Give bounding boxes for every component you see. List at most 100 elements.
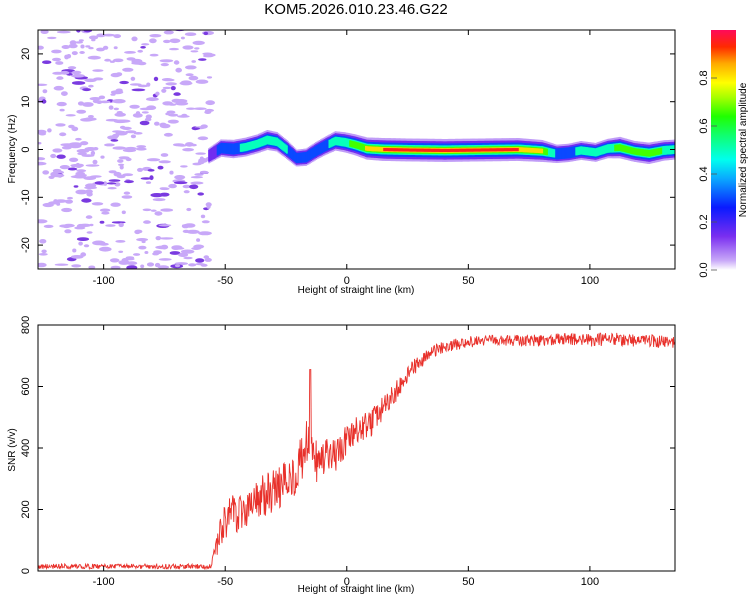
ridge-cell — [390, 148, 393, 152]
ridge-cell — [284, 144, 287, 153]
noise-speckle — [47, 128, 52, 133]
noise-speckle — [159, 237, 174, 240]
ridge-cell — [649, 149, 652, 157]
ridge-cell — [427, 148, 429, 152]
noise-speckle — [99, 100, 111, 104]
noise-speckle — [169, 170, 174, 175]
ridge-cell — [264, 136, 266, 146]
ridge-cell — [485, 148, 488, 152]
noise-speckle — [105, 118, 119, 122]
noise-speckle — [168, 113, 179, 117]
ridge-cell — [658, 148, 660, 155]
x-tick-label: -100 — [93, 576, 115, 588]
ridge-cell — [619, 144, 621, 151]
ridge-cell — [348, 138, 350, 148]
noise-speckle — [157, 165, 164, 170]
noise-speckle — [101, 211, 110, 215]
ridge-cell — [354, 141, 356, 148]
ridge-cell — [365, 145, 367, 151]
noise-speckle — [190, 50, 199, 53]
noise-speckle — [69, 157, 79, 162]
noise-speckle — [60, 143, 75, 147]
noise-speckle — [100, 155, 105, 159]
ridge-cell — [328, 139, 331, 148]
ridge-cell — [653, 149, 655, 156]
snr-x-ticks: -100 -50 0 50 100 — [93, 325, 599, 588]
ridge-cell — [307, 150, 310, 161]
noise-speckle — [183, 256, 193, 260]
noise-speckle — [59, 108, 65, 112]
noise-speckle — [116, 111, 123, 114]
ridge-cell — [329, 139, 332, 148]
noise-speckle — [64, 54, 69, 60]
ridge-cell — [422, 148, 424, 152]
ridge-cell — [501, 148, 503, 152]
ridge-cell — [401, 148, 404, 152]
ridge-cell — [368, 146, 371, 151]
noise-speckle — [114, 112, 126, 117]
ridge-cell — [338, 137, 341, 146]
colorbar-tick-label: 0.0 — [698, 262, 710, 277]
ridge-cell — [659, 148, 661, 155]
noise-speckle — [155, 91, 160, 96]
noise-speckle — [117, 119, 131, 123]
noise-speckle — [199, 170, 209, 174]
ridge-cell — [458, 148, 461, 152]
ridge-cell — [565, 147, 568, 159]
y-tick-label: -20 — [20, 237, 32, 253]
noise-speckle — [38, 161, 47, 166]
ridge-cell — [265, 136, 268, 145]
noise-speckle — [104, 58, 111, 62]
ridge-cell — [582, 146, 585, 155]
ridge-cell — [609, 144, 612, 153]
ridge-cell — [261, 137, 264, 147]
ridge-cell — [259, 138, 261, 147]
ridge-cell — [273, 137, 276, 146]
noise-speckle — [137, 61, 147, 66]
noise-speckle — [150, 209, 157, 212]
noise-speckle — [78, 241, 83, 246]
ridge-cell — [547, 147, 550, 157]
noise-speckle — [89, 97, 102, 101]
ridge-cell — [323, 140, 326, 152]
noise-speckle — [136, 238, 149, 242]
noise-speckle — [149, 38, 157, 44]
ridge-cell — [650, 149, 653, 157]
ridge-cell — [463, 148, 466, 152]
ridge-cell — [420, 148, 423, 152]
noise-speckle — [38, 157, 46, 161]
ridge-cell — [666, 145, 669, 155]
noise-speckle — [53, 199, 58, 203]
ridge-cell — [604, 145, 607, 154]
ridge-cell — [411, 148, 413, 152]
noise-speckle — [118, 222, 124, 228]
noise-speckle — [175, 67, 182, 73]
ridge-cell — [386, 148, 389, 152]
noise-speckle — [96, 47, 105, 52]
noise-speckle — [194, 47, 200, 50]
noise-speckle — [56, 30, 71, 34]
ridge-cell — [436, 148, 439, 152]
noise-speckle — [59, 132, 67, 137]
noise-speckle — [110, 265, 121, 269]
noise-speckle — [205, 100, 215, 106]
ridge-cell — [238, 142, 241, 154]
noise-speckle — [180, 165, 188, 168]
ridge-cell — [316, 144, 319, 156]
noise-speckle — [125, 130, 137, 134]
noise-speckle — [43, 224, 54, 228]
noise-speckle — [42, 89, 48, 94]
ridge-cell — [598, 147, 601, 156]
noise-speckle — [167, 119, 179, 124]
ridge-cell — [418, 148, 421, 152]
ridge-cell — [408, 148, 411, 152]
ridge-cell — [301, 152, 304, 163]
x-tick-label: -100 — [93, 275, 115, 287]
ridge-cell — [465, 148, 468, 152]
noise-speckle — [88, 46, 94, 50]
noise-speckle — [106, 182, 117, 185]
noise-speckle — [86, 192, 93, 197]
ridge-cell — [589, 147, 592, 156]
ridge-cell — [352, 141, 355, 148]
ridge-cell — [377, 146, 379, 152]
